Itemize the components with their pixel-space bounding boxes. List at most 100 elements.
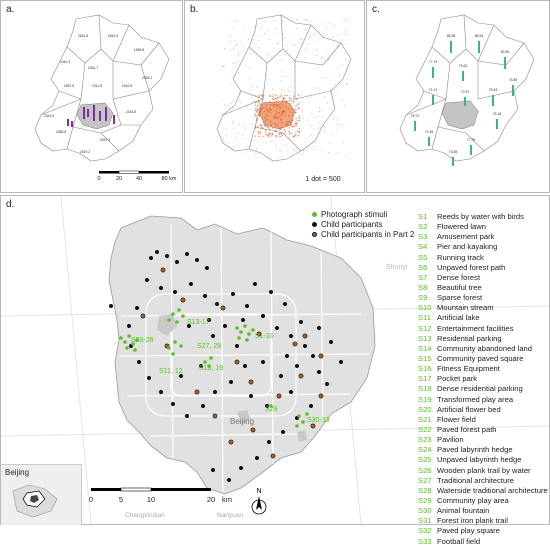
population-dot <box>245 128 247 130</box>
population-dot <box>275 125 277 127</box>
district-bars <box>67 105 115 127</box>
population-dot <box>347 20 348 22</box>
population-dot <box>283 75 285 77</box>
population-dot <box>304 28 306 30</box>
population-dot <box>341 64 343 66</box>
population-dot <box>258 135 260 138</box>
participant-point <box>253 282 257 286</box>
population-dot <box>281 114 283 116</box>
stimuli-site-label: S20-26 <box>131 337 154 344</box>
population-dot <box>347 34 349 36</box>
population-dot <box>257 125 259 127</box>
stimulus-point <box>171 352 175 356</box>
green-bars <box>414 41 514 166</box>
population-dot <box>278 112 280 114</box>
population-dot <box>274 115 276 117</box>
population-dot <box>285 101 287 103</box>
stimulus-point <box>235 326 239 330</box>
population-dot <box>260 110 262 113</box>
population-dot <box>221 113 223 115</box>
population-dot <box>279 135 281 138</box>
black-dot-icon <box>312 222 317 228</box>
stimulus-name: Beautiful tree <box>437 282 482 292</box>
population-dot <box>294 124 297 127</box>
population-dot <box>279 148 281 150</box>
population-dot <box>256 109 258 111</box>
population-dots <box>221 18 349 158</box>
population-dot <box>270 120 272 123</box>
population-dot <box>280 128 282 130</box>
population-dot <box>282 104 285 107</box>
population-dot <box>286 44 288 46</box>
population-dot <box>263 116 265 118</box>
stimulus-code: S3 <box>418 232 428 242</box>
population-dot <box>271 133 274 135</box>
population-dot <box>251 41 253 43</box>
population-dot <box>326 28 328 30</box>
population-dot <box>275 100 277 103</box>
stimulus-code: S1 <box>418 212 428 221</box>
stimulus-code: S18 <box>418 384 432 394</box>
population-dot <box>281 155 283 157</box>
population-dot <box>286 123 289 125</box>
panel-a-map: 2641.8 2461.9 1966.8 2440.4 2451.7 2345.1 1567… <box>34 14 177 182</box>
water-bodies <box>157 314 307 442</box>
population-dot <box>264 120 267 123</box>
population-dot <box>299 38 301 40</box>
population-dot <box>294 123 296 125</box>
participant-part2-point <box>160 267 166 273</box>
population-dot <box>280 114 282 117</box>
population-dot <box>269 133 272 135</box>
participant-point <box>325 382 329 386</box>
stimulus-code: S6 <box>418 262 428 272</box>
population-dot <box>258 47 260 49</box>
population-dot <box>249 78 251 80</box>
participant-point <box>279 374 283 378</box>
participant-part2-point <box>298 373 304 379</box>
population-dot <box>310 134 312 136</box>
stimulus-point <box>127 334 131 338</box>
population-dot <box>255 156 257 158</box>
population-dot <box>322 115 324 117</box>
population-dot <box>296 125 297 127</box>
participant-point <box>295 364 299 368</box>
stimulus-item: S10 Mountain stream <box>418 303 550 313</box>
district-code-label: 1966.8 <box>134 48 144 52</box>
inset-label: Beijing <box>5 468 30 477</box>
stimulus-name: Amusement park <box>437 232 495 242</box>
stimulus-code: S28 <box>418 485 432 495</box>
population-bar <box>83 107 85 119</box>
panel-c-label: c. <box>372 4 380 15</box>
panel-b-label: b. <box>190 4 199 15</box>
population-dot <box>296 19 298 20</box>
population-dot <box>324 122 326 123</box>
population-dot <box>264 33 265 35</box>
stimulus-point <box>167 318 171 322</box>
participant-point <box>261 360 265 364</box>
population-dot <box>271 127 274 129</box>
population-dot <box>321 149 323 150</box>
population-dot <box>238 52 240 54</box>
population-dot <box>235 62 237 63</box>
population-dot <box>262 135 264 138</box>
stimulus-point <box>175 320 179 324</box>
participant-part2-point <box>318 353 324 359</box>
population-dot <box>345 69 347 71</box>
population-dot <box>279 132 281 134</box>
participant-point <box>179 374 183 378</box>
stimulus-item: S6 Unpaved forest path <box>418 263 550 273</box>
population-dot <box>260 108 262 110</box>
stimulus-code: S26 <box>418 465 432 475</box>
population-dot <box>279 96 281 98</box>
population-dot <box>250 145 252 147</box>
participant-point <box>311 354 315 358</box>
population-dot <box>288 115 290 117</box>
population-dot <box>258 100 260 102</box>
scalebar-d-tick-10: 10 <box>147 495 155 504</box>
population-dot <box>271 56 273 58</box>
population-dot <box>259 111 261 114</box>
population-dot <box>252 39 254 41</box>
participant-point <box>173 290 177 294</box>
north-arrow-label: N <box>256 488 261 495</box>
population-dot <box>234 40 236 42</box>
